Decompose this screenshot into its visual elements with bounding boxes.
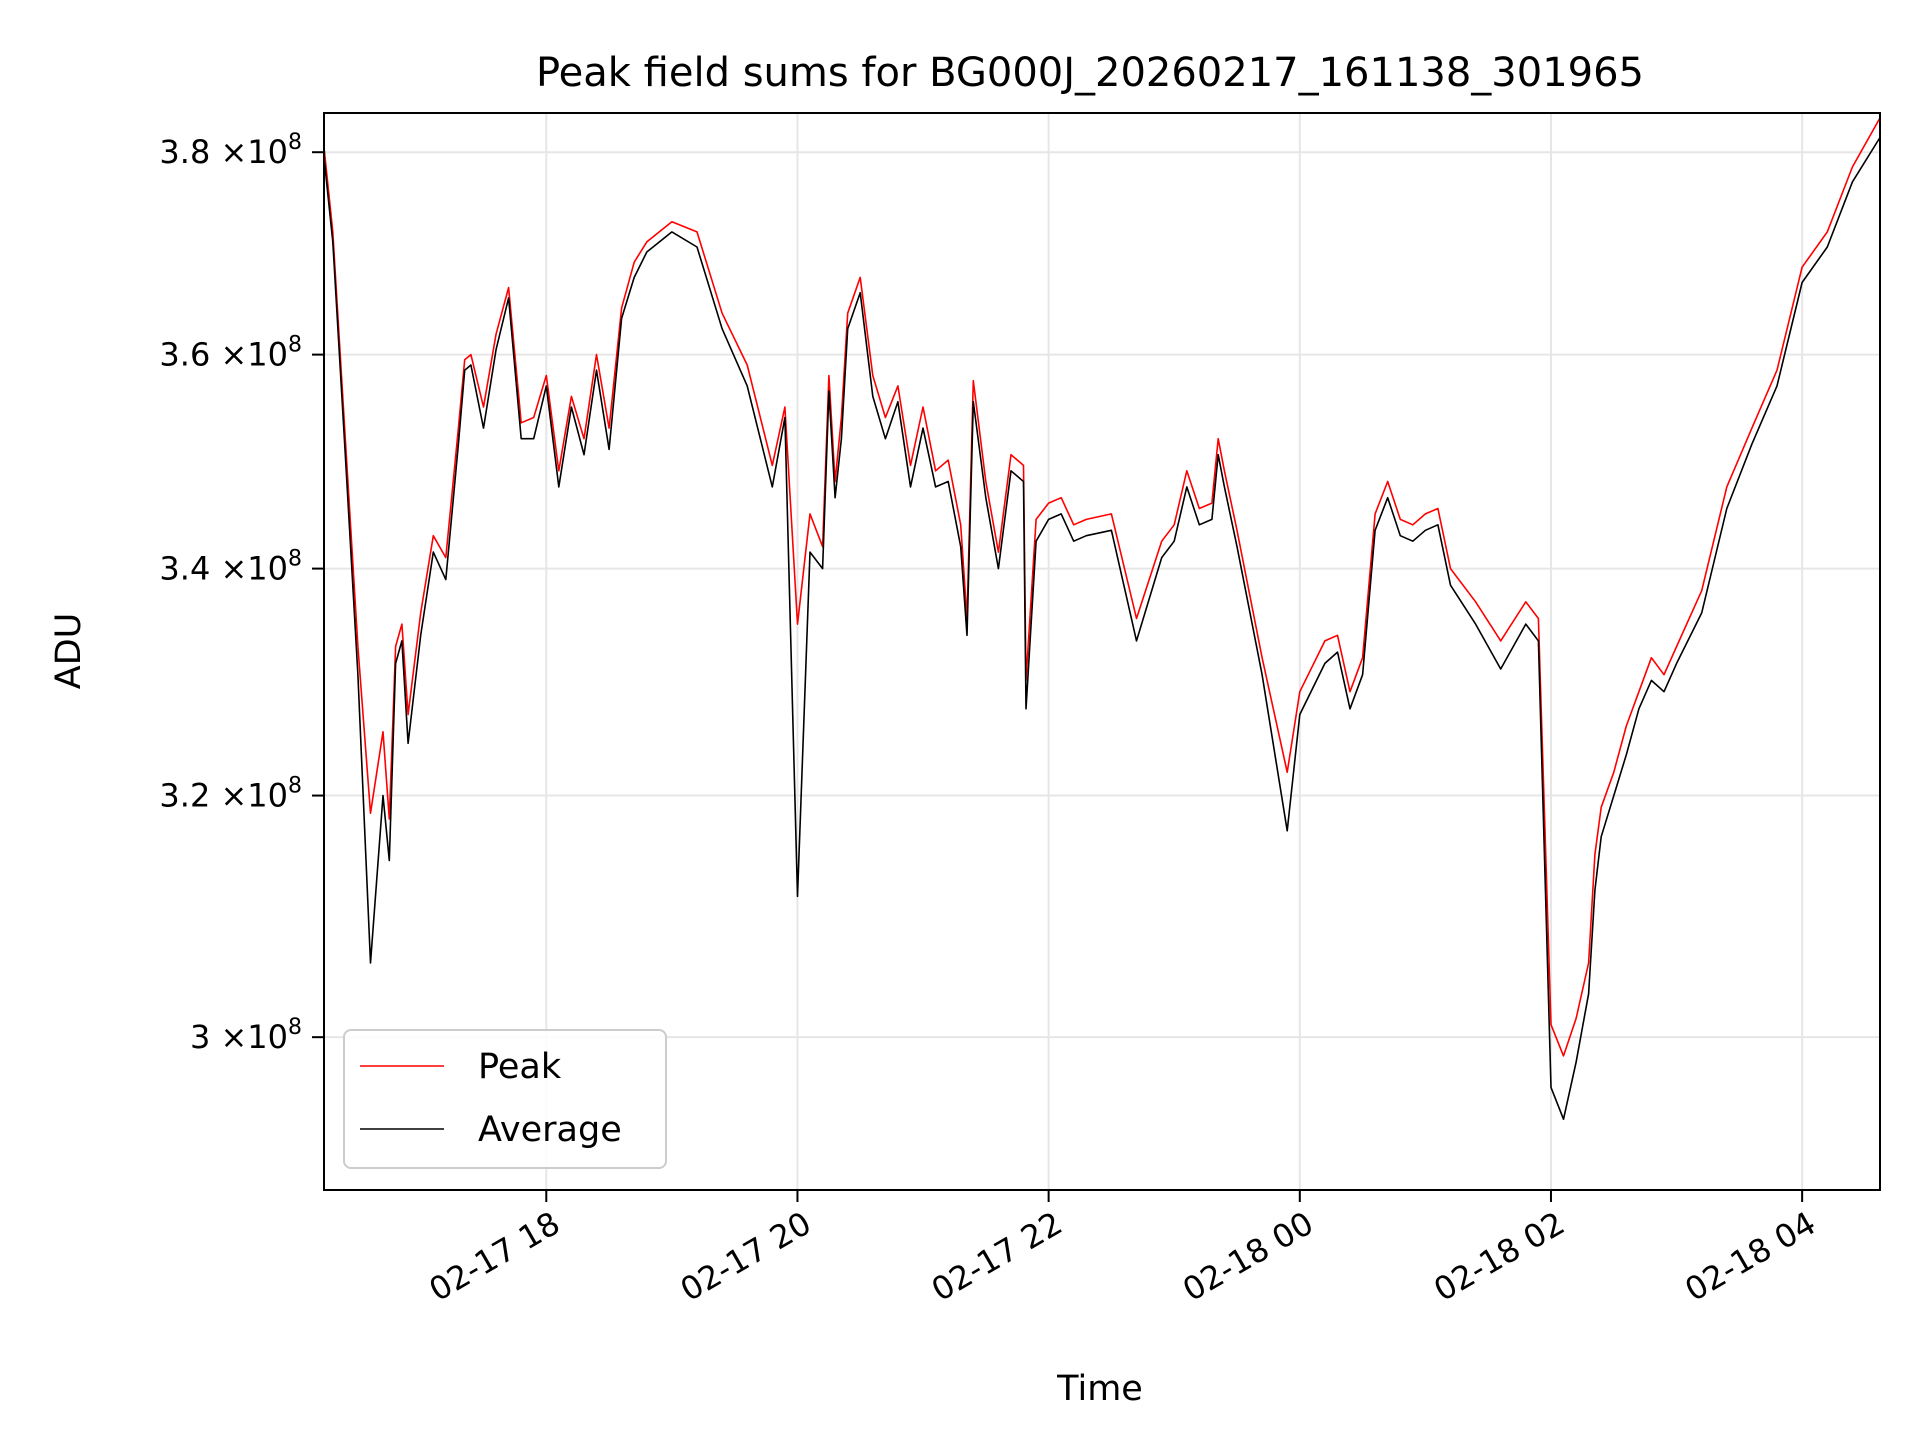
- x-axis-title: Time: [1056, 1369, 1143, 1409]
- y-axis-title: ADU: [49, 613, 89, 690]
- y-tick-label: 3.4 ×108: [159, 547, 302, 588]
- legend-label-average: Average: [478, 1110, 622, 1150]
- series-group: [323, 117, 1881, 1120]
- legend-label-peak: Peak: [478, 1047, 562, 1087]
- series-line-peak: [323, 117, 1881, 1057]
- plot-frame: [323, 112, 1881, 1191]
- y-tick-label: 3.2 ×108: [159, 774, 302, 815]
- legend-box: [343, 1029, 667, 1169]
- y-tick-label: 3.6 ×108: [159, 333, 302, 374]
- y-tick-label: 3.8 ×108: [159, 130, 302, 171]
- chart-title: Peak field sums for BG000J_20260217_1611…: [536, 50, 1644, 96]
- y-tick-label: 3 ×108: [190, 1015, 302, 1056]
- legend: Peak Average: [343, 1029, 667, 1169]
- series-line-average: [323, 137, 1881, 1120]
